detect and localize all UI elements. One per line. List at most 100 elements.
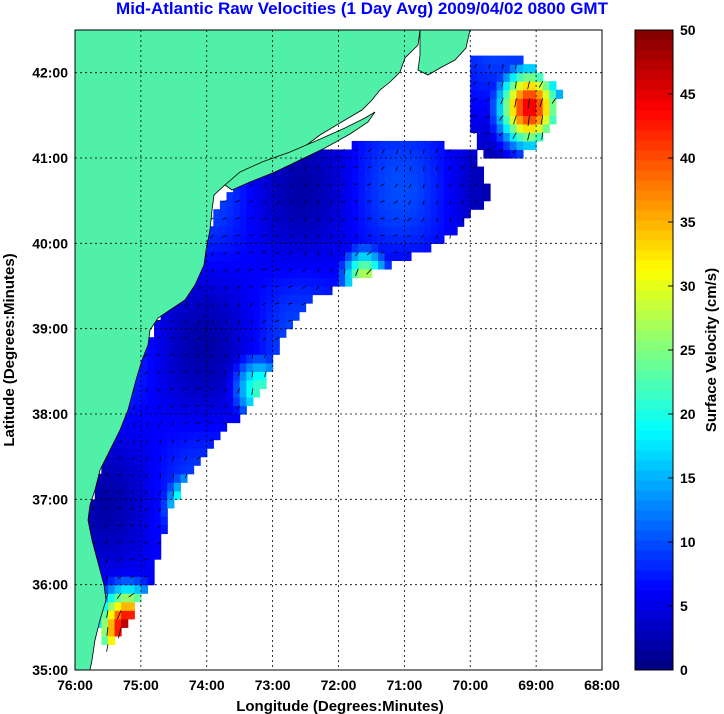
velocity-cell (134, 584, 142, 594)
velocity-cell (233, 328, 241, 338)
velocity-cell (457, 158, 465, 168)
velocity-cell (443, 200, 452, 210)
velocity-cell (246, 354, 254, 364)
velocity-cell (219, 414, 228, 424)
velocity-cell (147, 414, 155, 424)
velocity-cell (160, 422, 168, 432)
velocity-cell (378, 175, 386, 185)
velocity-cell (457, 217, 465, 227)
velocity-cell (233, 217, 241, 227)
velocity-cell (457, 183, 465, 193)
velocity-cell (266, 251, 274, 261)
colorbar-cell (635, 140, 673, 151)
velocity-arrow (473, 166, 477, 169)
velocity-cell (134, 414, 142, 424)
velocity-arrow (145, 388, 148, 393)
velocity-cell (180, 439, 188, 449)
velocity-cell (107, 567, 116, 577)
velocity-cell (279, 175, 287, 185)
velocity-cell (331, 226, 340, 236)
velocity-cell (206, 311, 214, 321)
colorbar-cell (635, 330, 673, 341)
velocity-cell (397, 234, 405, 244)
colorbar-tick-label: 50 (680, 22, 696, 38)
velocity-arrow (143, 541, 148, 544)
velocity-cell (186, 345, 195, 355)
velocity-cell (101, 542, 109, 552)
velocity-cell (351, 175, 359, 185)
velocity-cell (470, 55, 478, 65)
y-tick-label: 37:00 (32, 491, 68, 507)
velocity-cell (417, 192, 425, 202)
velocity-cell (391, 166, 399, 176)
y-tick-label: 39:00 (32, 321, 68, 337)
velocity-cell (252, 345, 261, 355)
velocity-cell (200, 396, 208, 407)
velocity-cell (345, 217, 353, 227)
velocity-cell (114, 550, 122, 560)
velocity-cell (391, 175, 399, 185)
velocity-arrow (159, 439, 162, 444)
velocity-cell (226, 362, 234, 372)
velocity-cell (107, 507, 116, 517)
velocity-cell (490, 149, 498, 159)
velocity-cell (101, 635, 109, 645)
velocity-arrow (183, 370, 188, 373)
velocity-cell (94, 507, 102, 517)
velocity-arrow (131, 490, 135, 494)
velocity-cell (450, 192, 458, 202)
velocity-cell (147, 345, 155, 355)
velocity-cell (160, 396, 168, 407)
velocity-arrow (435, 234, 438, 239)
velocity-cell (397, 166, 405, 176)
velocity-cell (206, 362, 214, 372)
velocity-cell (252, 251, 261, 261)
velocity-cell (186, 362, 195, 372)
velocity-cell (239, 337, 247, 347)
velocity-cell (503, 89, 511, 99)
velocity-cell (127, 567, 135, 577)
velocity-cell (101, 473, 109, 483)
velocity-arrow (159, 473, 162, 478)
velocity-cell (180, 379, 188, 389)
velocity-arrow (291, 166, 293, 171)
velocity-cell (476, 89, 485, 99)
velocity-cell (173, 345, 181, 355)
velocity-cell (384, 251, 392, 261)
velocity-cell (378, 234, 386, 244)
velocity-arrow (104, 507, 109, 510)
velocity-cell (292, 209, 300, 219)
velocity-cell (219, 260, 228, 270)
velocity-cell (305, 200, 313, 210)
colorbar-cell (635, 260, 673, 271)
velocity-arrow (211, 251, 214, 256)
velocity-cell (397, 149, 405, 159)
velocity-arrow (409, 166, 412, 172)
velocity-cell (206, 320, 214, 330)
velocity-cell (226, 277, 234, 287)
velocity-cell (121, 584, 129, 594)
velocity-arrow (367, 149, 372, 153)
velocity-cell (529, 72, 537, 82)
velocity-arrow (251, 354, 254, 359)
velocity-cell (470, 98, 478, 108)
velocity-cell (239, 303, 247, 313)
velocity-cell (140, 533, 149, 543)
velocity-cell (345, 192, 353, 202)
velocity-arrow (301, 302, 306, 306)
velocity-cell (424, 226, 432, 236)
velocity-cell (107, 490, 116, 500)
velocity-cell (522, 72, 531, 82)
velocity-cell (154, 490, 162, 500)
velocity-arrow (408, 183, 412, 189)
velocity-cell (437, 200, 445, 210)
velocity-arrow (261, 285, 267, 288)
velocity-cell (318, 234, 326, 244)
velocity-cell (266, 303, 274, 313)
velocity-cell (490, 64, 498, 74)
velocity-cell (186, 448, 195, 458)
velocity-cell (226, 337, 234, 347)
velocity-cell (351, 200, 359, 210)
velocity-cell (331, 268, 340, 279)
